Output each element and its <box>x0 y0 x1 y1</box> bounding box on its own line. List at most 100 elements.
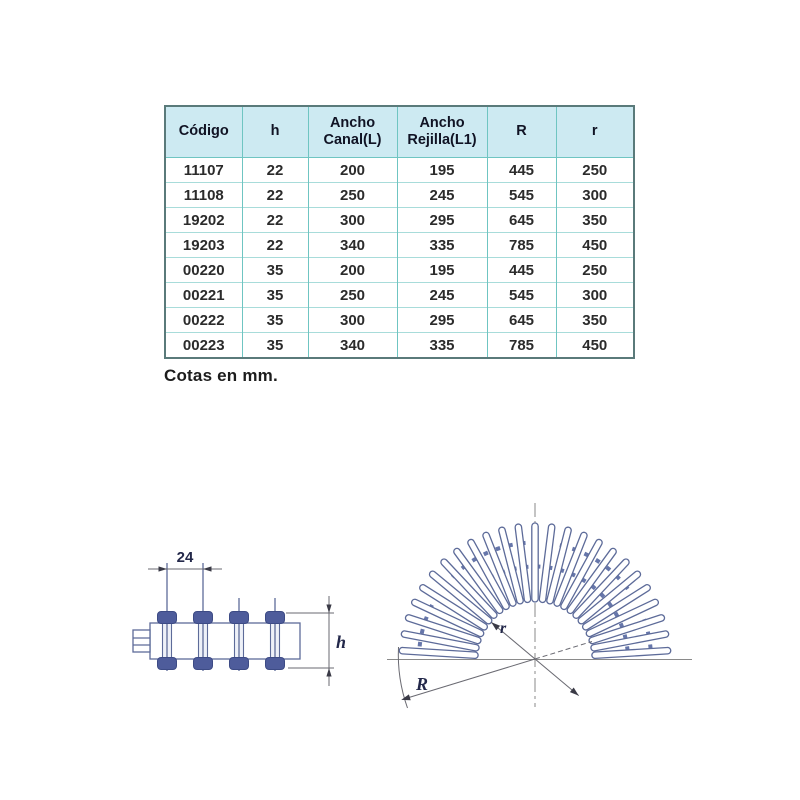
table-cell: 195 <box>396 257 487 283</box>
table-cell: 350 <box>555 307 634 333</box>
table-cell: 00222 <box>165 307 242 333</box>
table-cell: 250 <box>555 157 634 183</box>
table-row: 00222 35 300 295 645 350 <box>165 307 634 333</box>
pitch-dimension: 24 <box>148 549 222 572</box>
grille-slat <box>467 538 510 611</box>
table-cell: 545 <box>486 282 556 308</box>
table-row: 00220 35 200 195 445 250 <box>165 257 634 283</box>
table-cell: 645 <box>486 207 556 233</box>
table-cell: 22 <box>241 207 308 233</box>
table-cell: 350 <box>555 207 634 233</box>
table-cell: 250 <box>307 282 397 308</box>
table-row: 19202 22 300 295 645 350 <box>165 207 634 233</box>
roller-cap <box>229 657 249 670</box>
grille-slat <box>404 614 482 645</box>
column-header: Ancho Rejilla(L1) <box>396 106 487 158</box>
table-cell: 245 <box>396 182 487 208</box>
inner-radius-label: r <box>500 620 507 637</box>
grille-slat <box>572 558 630 619</box>
table-cell: 295 <box>396 307 487 333</box>
table-cell: 295 <box>396 207 487 233</box>
table-cell: 11108 <box>165 182 242 208</box>
fan-slats <box>398 522 672 660</box>
table-cell: 445 <box>486 257 556 283</box>
table-cell: 340 <box>307 232 397 258</box>
grille-slat <box>553 531 588 607</box>
table-cell: 200 <box>307 157 397 183</box>
table-cell: 300 <box>307 307 397 333</box>
table-cell: 19203 <box>165 232 242 258</box>
roller-cap <box>193 611 213 624</box>
grille-slat <box>400 630 480 652</box>
table-cell: 335 <box>396 232 487 258</box>
fan-diagram: r R <box>387 503 692 709</box>
table-cell: 00223 <box>165 332 242 358</box>
pitch-dimension-label: 24 <box>177 549 194 566</box>
table-cell: 35 <box>241 307 308 333</box>
grille-slat <box>590 630 670 652</box>
table-cell: 785 <box>486 332 556 358</box>
table-cell: 335 <box>396 332 487 358</box>
grille-slat <box>538 523 556 604</box>
table-cell: 250 <box>555 257 634 283</box>
table-cell: 22 <box>241 232 308 258</box>
roller-cap <box>265 611 285 624</box>
table-row: 19203 22 340 335 785 450 <box>165 232 634 258</box>
roller-cap <box>193 657 213 670</box>
grille-slat <box>398 646 479 660</box>
table-cell: 35 <box>241 282 308 308</box>
grille-slat <box>591 646 672 660</box>
table-row: 11107 22 200 195 445 250 <box>165 157 634 183</box>
table-cell: 19202 <box>165 207 242 233</box>
roller-cap <box>265 657 285 670</box>
table-cell: 250 <box>307 182 397 208</box>
table-cell: 22 <box>241 182 308 208</box>
grille-slat <box>581 583 651 631</box>
grille-slat <box>531 522 539 603</box>
table-cell: 300 <box>555 182 634 208</box>
table-cell: 545 <box>486 182 556 208</box>
table-cell: 300 <box>555 282 634 308</box>
table-cell: 22 <box>241 157 308 183</box>
column-header: h <box>241 106 308 158</box>
grille-slat <box>440 558 498 619</box>
table-cell: 445 <box>486 157 556 183</box>
grille-slat <box>453 547 504 615</box>
table-row: 00221 35 250 245 545 300 <box>165 282 634 308</box>
table-cell: 200 <box>307 257 397 283</box>
table-cell: 11107 <box>165 157 242 183</box>
table-row: 11108 22 250 245 545 300 <box>165 182 634 208</box>
table-cell: 00221 <box>165 282 242 308</box>
table-row: 00223 35 340 335 785 450 <box>165 332 634 358</box>
units-caption: Cotas en mm. <box>164 366 278 385</box>
grille-slat <box>410 598 485 638</box>
grille-slat <box>588 614 666 645</box>
table-cell: 450 <box>555 332 634 358</box>
roller-cap <box>157 657 177 670</box>
table-cell: 785 <box>486 232 556 258</box>
grille-slat <box>585 598 660 638</box>
grille-slat <box>560 538 603 611</box>
grille-slat <box>577 570 642 625</box>
outer-radius-label: R <box>415 674 428 694</box>
height-dimension-label: h <box>336 632 346 652</box>
outer-radius-dimension: R <box>397 641 593 709</box>
grille-slat <box>546 526 572 605</box>
column-header: Código <box>165 106 242 158</box>
grille-slat <box>482 531 517 607</box>
grille-slat <box>498 526 524 605</box>
profile-end-connector <box>132 629 151 653</box>
table-cell: 195 <box>396 157 487 183</box>
table-cell: 450 <box>555 232 634 258</box>
table-cell: 300 <box>307 207 397 233</box>
table-cell: 35 <box>241 332 308 358</box>
column-header: R <box>486 106 556 158</box>
roller-cap <box>229 611 249 624</box>
column-header: Ancho Canal(L) <box>307 106 397 158</box>
roller-cap <box>157 611 177 624</box>
table-cell: 00220 <box>165 257 242 283</box>
